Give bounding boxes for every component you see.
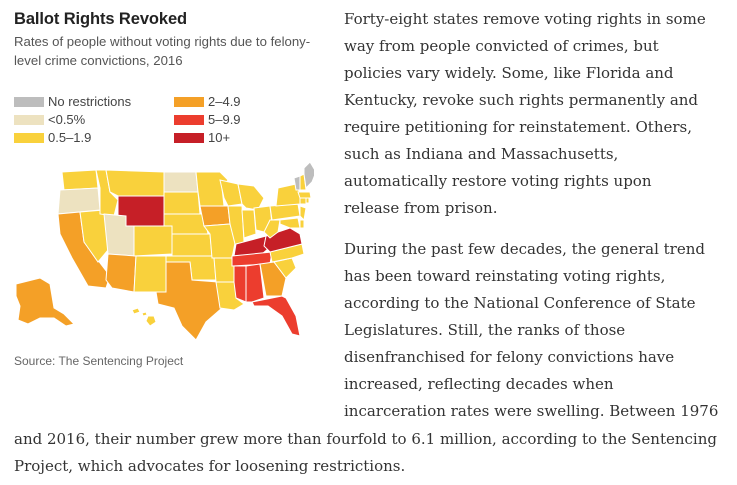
text-line: Project, which advocates for loosening r…	[14, 457, 406, 475]
text-line: has been toward reinstating voting right…	[344, 267, 666, 285]
state-florida	[251, 295, 301, 337]
text-line: Forty-eight states remove voting rights …	[344, 10, 706, 28]
state-delaware	[299, 219, 305, 229]
state-colorado	[133, 225, 173, 257]
text-line: such as Indiana and Massachusetts,	[344, 145, 619, 163]
state-maine	[303, 161, 314, 190]
legend-label: No restrictions	[48, 94, 132, 109]
state-alaska	[15, 277, 75, 327]
state-alabama	[245, 263, 265, 303]
legend-label: 0.5–1.9	[48, 130, 92, 145]
state-massachusetts	[297, 191, 312, 199]
state-west-virginia	[263, 219, 281, 239]
state-iowa	[199, 205, 231, 227]
state-connecticut	[299, 197, 307, 205]
paragraph-2: During the past few decades, the general…	[344, 236, 724, 425]
text-line: release from prison.	[344, 199, 498, 217]
state-texas	[155, 261, 223, 341]
text-line: Legislatures. Still, the ranks of those	[344, 321, 626, 339]
legend-item: <0.5%	[14, 112, 85, 127]
legend: No restrictions <0.5% 0.5–1.9 2–4.9 5–9.…	[14, 94, 314, 150]
legend-swatch	[174, 132, 204, 143]
legend-label: 5–9.9	[208, 112, 241, 127]
us-states-map	[15, 161, 314, 341]
text-line: way from people convicted of crimes, but	[344, 37, 659, 55]
state-kansas	[171, 233, 213, 257]
article-body: Forty-eight states remove voting rights …	[344, 6, 724, 425]
figure-title: Ballot Rights Revoked	[14, 10, 188, 28]
state-hawaii	[131, 307, 157, 327]
text-line: policies vary widely. Some, like Florida…	[344, 64, 674, 82]
state-oregon	[57, 187, 101, 215]
state-new-mexico	[133, 255, 167, 293]
legend-swatch	[14, 132, 44, 143]
legend-swatch	[174, 114, 204, 125]
state-indiana	[241, 209, 257, 239]
text-line: increased, reflecting decades when	[344, 375, 614, 393]
legend-swatch	[14, 114, 44, 125]
text-line: incarceration rates were swelling. Betwe…	[344, 402, 719, 420]
state-rhode-island	[305, 197, 310, 204]
text-line: disenfranchised for felony convictions h…	[344, 348, 675, 366]
state-south-dakota	[163, 191, 201, 215]
legend-swatch	[14, 96, 44, 107]
figure-subtitle: Rates of people without voting rights du…	[14, 34, 311, 68]
legend-label: 10+	[208, 130, 231, 145]
paragraph-1: Forty-eight states remove voting rights …	[344, 6, 724, 222]
legend-item: 2–4.9	[174, 94, 241, 109]
state-arkansas	[213, 257, 235, 283]
state-maryland	[279, 217, 301, 229]
text-line: Kentucky, revoke such rights permanently…	[344, 91, 699, 109]
legend-item: 10+	[174, 130, 230, 145]
state-new-jersey	[299, 205, 307, 222]
paragraph-2-continued: and 2016, their number grew more than fo…	[14, 426, 729, 480]
state-arizona	[105, 253, 137, 293]
state-wisconsin	[219, 179, 243, 207]
state-washington	[61, 169, 99, 191]
legend-label: 2–4.9	[208, 94, 241, 109]
text-line: and 2016, their number grew more than fo…	[14, 430, 717, 448]
text-line: automatically restore voting rights upon	[344, 172, 652, 190]
text-line: according to the National Conference of …	[344, 294, 696, 312]
text-line: require petitioning for reinstatement. O…	[344, 118, 692, 136]
state-pennsylvania	[269, 203, 301, 221]
state-north-dakota	[163, 171, 199, 193]
chart-source: Source: The Sentencing Project	[14, 354, 184, 368]
legend-item: 0.5–1.9	[14, 130, 91, 145]
state-montana	[105, 169, 165, 197]
chart-figure: Ballot Rights Revoked Rates of people wi…	[14, 8, 330, 380]
legend-swatch	[174, 96, 204, 107]
legend-item: No restrictions	[14, 94, 131, 109]
legend-label: <0.5%	[48, 112, 86, 127]
legend-item: 5–9.9	[174, 112, 241, 127]
state-mississippi	[233, 265, 247, 303]
text-line: During the past few decades, the general…	[344, 240, 705, 258]
